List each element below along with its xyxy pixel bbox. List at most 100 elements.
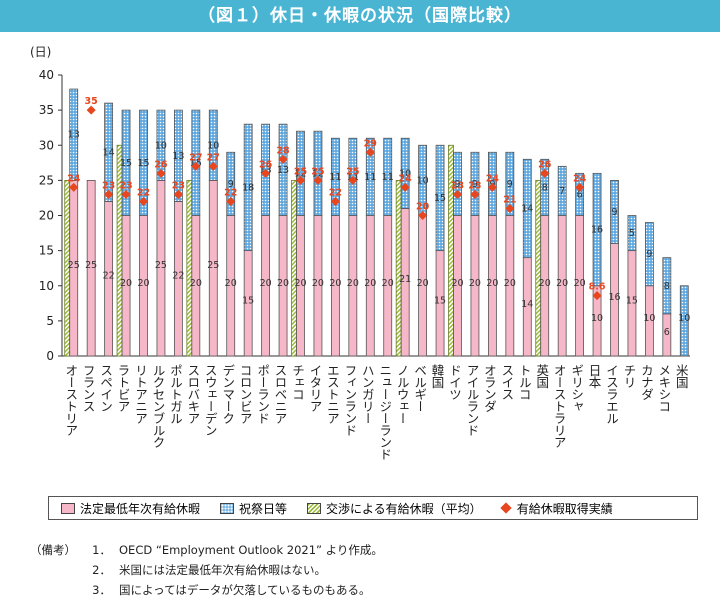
x-tick-label: スロバキア [185, 364, 200, 424]
marker-actual [330, 196, 340, 206]
label-legal: 20 [504, 278, 516, 289]
label-actual: 27 [189, 152, 202, 163]
x-tick-label: 英国 [534, 364, 549, 388]
bar-holiday [470, 151, 480, 216]
bar-holiday [208, 109, 218, 181]
x-tick-label: ドイツ [447, 364, 462, 400]
y-tick-label: 35 [39, 103, 54, 117]
legend-item-negotiated: 交渉による有給休暇（平均） [307, 500, 482, 517]
bar-holiday [662, 257, 672, 315]
label-holiday: 15 [434, 193, 446, 204]
label-legal: 10 [591, 313, 603, 324]
label-holiday: 9 [472, 179, 478, 190]
label-legal: 16 [608, 292, 620, 303]
legend-label-actual: 有給休暇取得実績 [516, 501, 613, 516]
marker-actual [278, 154, 288, 164]
note-row-2: 2． 米国には法定最低年次有給休暇はない。 [30, 560, 383, 580]
bar-holiday [557, 165, 567, 216]
label-legal: 15 [626, 295, 638, 306]
label-holiday: 14 [103, 147, 115, 158]
label-holiday: 5 [629, 228, 635, 239]
legend-swatch-legal [61, 502, 75, 514]
bar-holiday [522, 158, 532, 259]
label-actual: 23 [119, 180, 132, 191]
bar-holiday [121, 109, 131, 216]
label-actual: 35 [85, 96, 98, 107]
bar-holiday [173, 109, 183, 202]
label-holiday: 15 [120, 158, 132, 169]
label-legal: 20 [260, 278, 272, 289]
marker-actual [208, 161, 218, 171]
label-holiday: 10 [399, 168, 411, 179]
legend-swatch-holiday [220, 502, 235, 514]
x-tick-label: チリ [621, 364, 636, 388]
label-legal: 20 [120, 278, 132, 289]
legend-swatch-negotiated [307, 502, 322, 514]
label-actual: 29 [364, 138, 377, 149]
bar-holiday [610, 179, 619, 244]
x-tick-label: カナダ [639, 364, 654, 400]
marker-actual [69, 182, 79, 192]
bar-negotiated [535, 179, 542, 357]
label-actual: 22 [224, 187, 237, 198]
marker-actual [592, 291, 602, 301]
label-legal: 10 [678, 313, 690, 324]
label-actual: 24 [486, 173, 500, 184]
x-tick-label: メキシコ [656, 364, 671, 412]
label-legal: 20 [469, 278, 481, 289]
bar-holiday [243, 123, 253, 252]
label-legal: 20 [225, 278, 237, 289]
label-holiday: 10 [417, 175, 429, 186]
x-tick-label: フィンランド [342, 364, 357, 436]
label-legal: 20 [277, 278, 289, 289]
bar-holiday [313, 130, 323, 216]
label-actual: 25 [311, 166, 324, 177]
x-tick-label: ルクセンブルク [150, 364, 165, 448]
label-holiday: 14 [521, 203, 533, 214]
label-legal: 20 [486, 278, 498, 289]
bar-holiday [679, 285, 689, 357]
x-tick-label: オーストリア [63, 364, 78, 436]
label-legal: 20 [329, 278, 341, 289]
legend: 法定最低年次有給休暇 祝祭日等 交渉による有給休暇（平均） 有給休暇取得実績 [48, 496, 698, 520]
legend-marker-actual [500, 502, 512, 514]
marker-actual [575, 182, 585, 192]
label-legal: 22 [103, 271, 115, 282]
label-actual: 20 [416, 202, 430, 213]
label-legal: 20 [312, 278, 324, 289]
note-number: 3． [92, 583, 111, 597]
label-legal: 21 [399, 274, 411, 285]
label-actual: 8.6 [589, 282, 606, 293]
bar-holiday [592, 172, 602, 287]
marker-actual [487, 182, 497, 192]
label-legal: 14 [521, 299, 533, 310]
label-legal: 20 [190, 278, 202, 289]
bar-holiday [575, 172, 585, 216]
label-holiday: 13 [277, 165, 289, 176]
figure-title: （図１）休日・休暇の状況（国際比較） [0, 0, 720, 32]
label-actual: 24 [399, 173, 413, 184]
label-legal: 6 [664, 327, 670, 338]
label-actual: 26 [259, 159, 273, 170]
label-holiday: 10 [155, 140, 167, 151]
label-legal: 20 [556, 278, 568, 289]
label-holiday: 8 [542, 182, 548, 193]
bar-holiday [365, 137, 375, 216]
marker-actual [173, 189, 183, 199]
bar-holiday [226, 151, 236, 216]
x-tick-label: フランス [81, 364, 96, 412]
x-tick-label: イスラエル [604, 364, 619, 424]
legend-item-actual: 有給休暇取得実績 [500, 500, 613, 517]
bar-holiday [505, 151, 515, 216]
label-legal: 20 [294, 278, 306, 289]
label-actual: 23 [172, 180, 185, 191]
x-tick-label: ノルウェー [395, 364, 410, 424]
label-holiday: 8 [664, 281, 670, 292]
notes-head: （備考） [30, 543, 76, 557]
bar-holiday [435, 144, 445, 252]
y-tick-label: 10 [39, 279, 54, 293]
x-tick-label: コロンビア [238, 364, 253, 424]
label-legal: 20 [364, 278, 376, 289]
bar-negotiated [291, 179, 297, 357]
x-tick-label: スウェーデン [203, 364, 218, 436]
